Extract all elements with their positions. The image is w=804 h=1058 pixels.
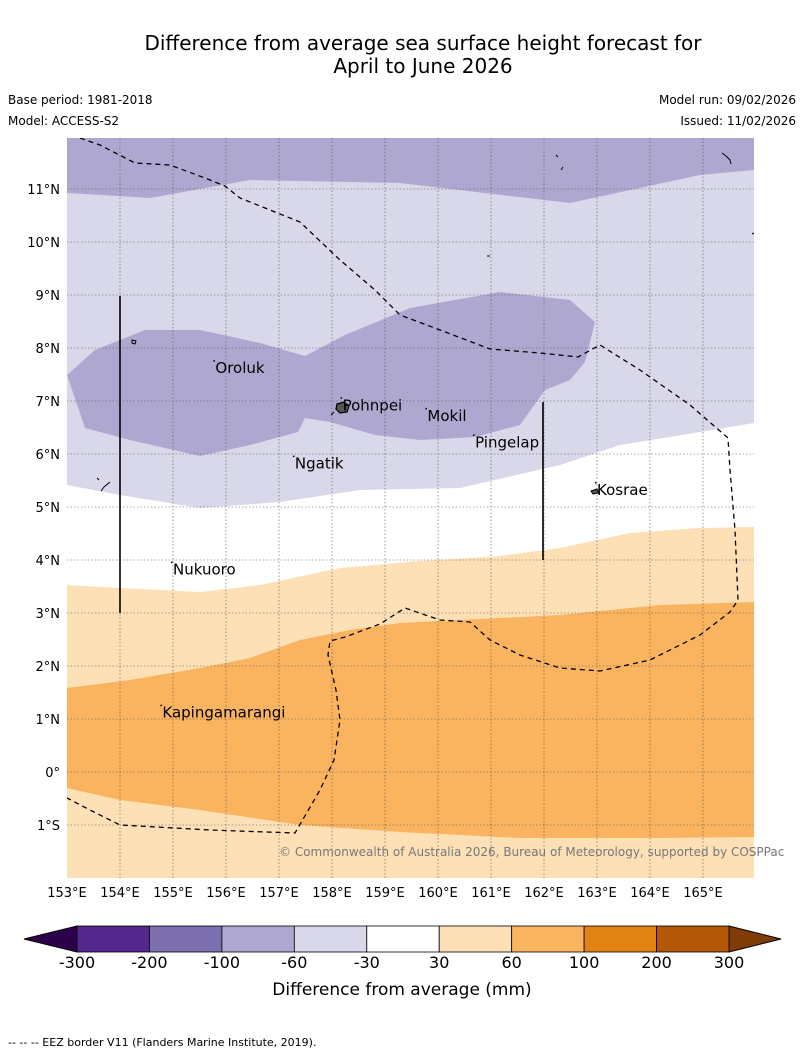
- colorbar-tick-label: 60: [501, 953, 521, 972]
- colorbar-tick-label: -200: [131, 953, 167, 972]
- y-tick-label: 5°N: [36, 501, 61, 516]
- model-run: Model run: 09/02/2026: [658, 93, 796, 107]
- y-tick-label: 1°S: [37, 819, 60, 834]
- place-label-ngatik: Ngatik: [295, 455, 344, 473]
- colorbar-tick-label: -300: [59, 953, 95, 972]
- colorbar-segments: [76, 925, 730, 953]
- colorbar-tick-label: 100: [569, 953, 600, 972]
- y-tick-label: 10°N: [27, 236, 60, 251]
- graticule: [67, 138, 754, 878]
- colorbar-segment: [221, 925, 295, 953]
- x-tick-label: 155°E: [153, 886, 193, 901]
- ant-atoll-icon: [330, 411, 335, 416]
- chart-title: Difference from average sea surface heig…: [0, 32, 804, 78]
- band-minus-100-to-60-central: [67, 292, 595, 456]
- issued-date: Issued: 11/02/2026: [680, 114, 796, 128]
- band-60-to-100: [67, 602, 754, 838]
- colorbar-segment: [149, 925, 223, 953]
- model-name: Model: ACCESS-S2: [8, 114, 120, 128]
- place-marker: [340, 397, 343, 399]
- y-tick-label: 0°: [45, 766, 60, 781]
- colorbar-tick-label: -60: [281, 953, 307, 972]
- map-plot-area: [67, 138, 754, 878]
- copyright-notice: © Commonwealth of Australia 2026, Bureau…: [279, 845, 785, 859]
- colorbar-tick-label: 30: [429, 953, 449, 972]
- colorbar-tick-labels: -300 -200 -100 -60 -30 30 60 100 200 300: [59, 953, 744, 972]
- x-tick-label: 165°E: [683, 886, 723, 901]
- colorbar-segment: [583, 925, 657, 953]
- place-marker: [473, 434, 475, 436]
- place-label-kosrae: Kosrae: [597, 481, 648, 499]
- colorbar-tick-label: -30: [354, 953, 380, 972]
- y-tick-label: 9°N: [36, 289, 61, 304]
- x-tick-label: 164°E: [630, 886, 670, 901]
- atoll-icon: [721, 152, 732, 165]
- eez-border: [67, 138, 739, 834]
- place-marker: [292, 455, 295, 458]
- x-tick-label: 153°E: [47, 886, 87, 901]
- x-tick-label: 163°E: [577, 886, 617, 901]
- x-tick-label: 158°E: [312, 886, 352, 901]
- place-marker: [160, 704, 162, 707]
- colorbar-low-extension: [23, 925, 78, 953]
- x-tick-label: 159°E: [365, 886, 405, 901]
- eez-footnote: -- -- -- EEZ border V11 (Flanders Marine…: [8, 1036, 317, 1049]
- colorbar-segment: [366, 925, 440, 953]
- atoll-icon: [96, 477, 111, 492]
- base-period: Base period: 1981-2018: [8, 93, 153, 107]
- y-tick-label: 7°N: [36, 395, 61, 410]
- place-marker: [213, 360, 215, 362]
- colorbar-tick-label: -100: [204, 953, 240, 972]
- x-tick-label: 162°E: [524, 886, 564, 901]
- y-tick-label: 8°N: [36, 342, 61, 357]
- y-tick-label: 2°N: [36, 660, 61, 675]
- colorbar-title: Difference from average (mm): [272, 980, 531, 1000]
- colorbar-segment: [76, 925, 150, 953]
- place-label-nukuoro: Nukuoro: [173, 561, 236, 579]
- colorbar-segment: [656, 925, 730, 953]
- title-line-2: April to June 2026: [333, 54, 513, 78]
- colorbar-segment: [438, 925, 513, 953]
- place-label-pingelap: Pingelap: [475, 433, 539, 451]
- x-tick-label: 161°E: [471, 886, 511, 901]
- kosrae-island-icon: [590, 488, 600, 495]
- y-tick-label: 11°N: [27, 183, 60, 198]
- atoll-icon: [555, 154, 564, 171]
- forecast-map: Oroluk Pohnpei Mokil Pingelap Ngatik Kosrae Nu…: [23, 138, 782, 1000]
- y-tick-label: 6°N: [36, 448, 61, 463]
- place-label-mokil: Mokil: [427, 407, 466, 425]
- atoll-icon: [751, 232, 755, 235]
- place-labels: Oroluk Pohnpei Mokil Pingelap Ngatik Kosrae Nu…: [160, 359, 648, 722]
- place-label-oroluk: Oroluk: [215, 359, 264, 377]
- atoll-icon: [131, 339, 137, 345]
- place-marker: [595, 482, 597, 484]
- y-tick-label: 4°N: [36, 554, 61, 569]
- place-label-pohnpei: Pohnpei: [343, 396, 403, 414]
- colorbar-segment: [511, 925, 585, 953]
- y-tick-label: 3°N: [36, 607, 61, 622]
- place-marker: [425, 407, 427, 410]
- x-tick-label: 156°E: [206, 886, 246, 901]
- band-minus-100-to-60-north: [67, 138, 754, 203]
- x-tick-label: 160°E: [418, 886, 458, 901]
- x-axis-ticks: 153°E 154°E 155°E 156°E 157°E 158°E 159°E 160°E…: [47, 886, 723, 901]
- y-tick-label: 1°N: [36, 713, 61, 728]
- colorbar-tick-label: 200: [641, 953, 672, 972]
- islands: [96, 152, 755, 495]
- colorbar-segment: [293, 925, 368, 953]
- place-marker: [171, 561, 173, 564]
- colorbar-tick-label: 300: [714, 953, 745, 972]
- colorbar-high-extension: [728, 925, 782, 953]
- x-tick-label: 154°E: [100, 886, 140, 901]
- y-axis-ticks: 11°N 10°N 9°N 8°N 7°N 6°N 5°N 4°N 3°N 2°N 1°N 0° 1°S: [27, 183, 60, 834]
- colorbar: -300 -200 -100 -60 -30 30 60 100 200 300 Differen…: [23, 925, 782, 1000]
- x-tick-label: 157°E: [259, 886, 299, 901]
- pohnpei-island-icon: [335, 401, 350, 414]
- title-line-1: Difference from average sea surface heig…: [144, 31, 702, 55]
- place-label-kapingamarangi: Kapingamarangi: [162, 704, 285, 722]
